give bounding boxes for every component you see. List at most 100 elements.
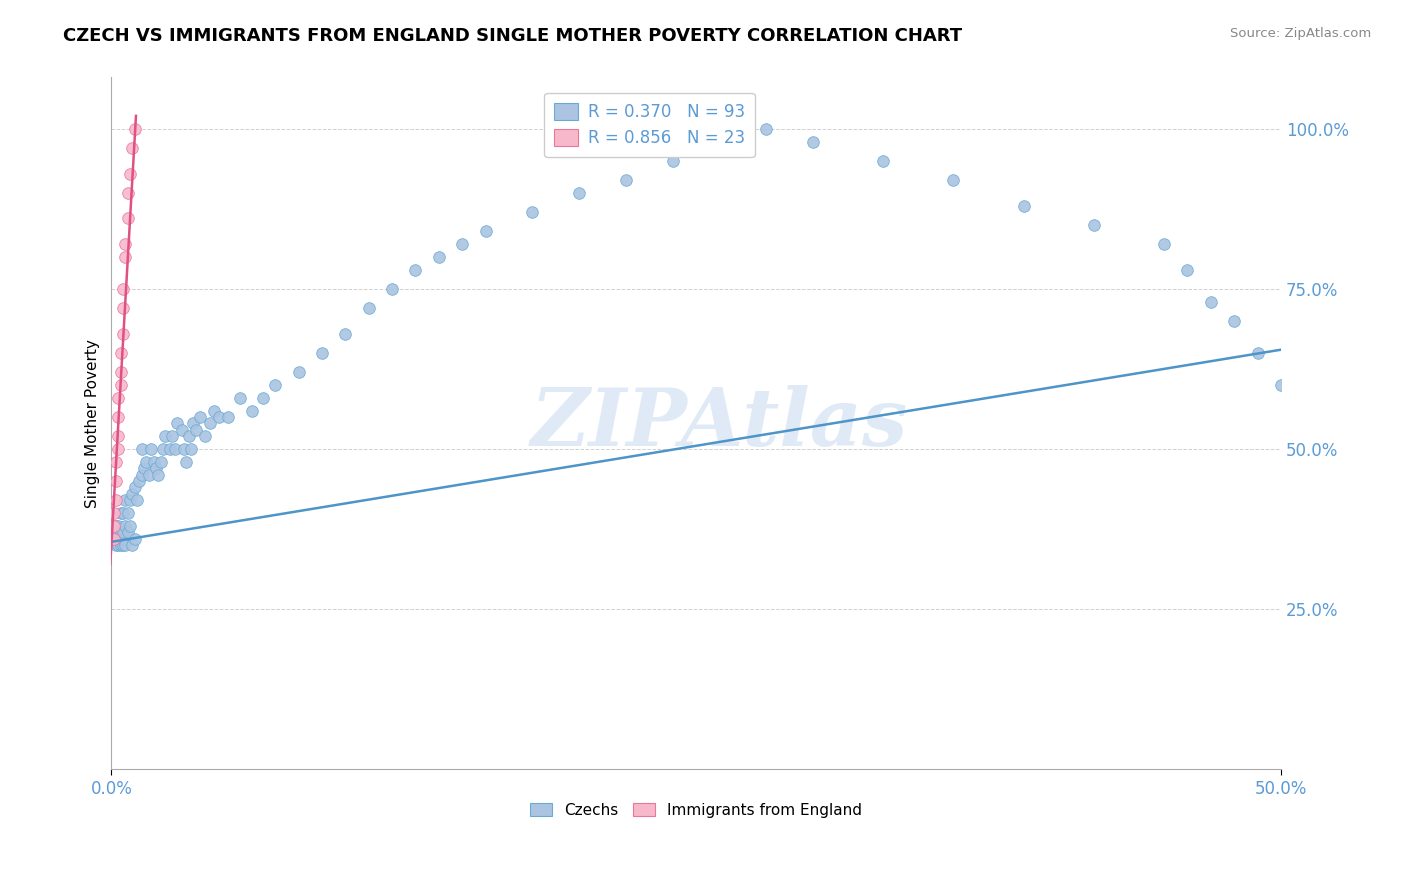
Point <box>128 474 150 488</box>
Point <box>107 519 129 533</box>
Point <box>1153 237 1175 252</box>
Point <box>311 346 333 360</box>
Point <box>173 442 195 456</box>
Point <box>208 409 231 424</box>
Point <box>103 525 125 540</box>
Point <box>112 525 135 540</box>
Point <box>112 326 135 341</box>
Point <box>1223 314 1246 328</box>
Text: CZECH VS IMMIGRANTS FROM ENGLAND SINGLE MOTHER POVERTY CORRELATION CHART: CZECH VS IMMIGRANTS FROM ENGLAND SINGLE … <box>63 27 962 45</box>
Point <box>120 519 142 533</box>
Point <box>145 461 167 475</box>
Point <box>105 455 128 469</box>
Point <box>568 186 591 200</box>
Point <box>105 538 128 552</box>
Point <box>474 224 496 238</box>
Point <box>287 365 309 379</box>
Point <box>1012 198 1035 212</box>
Point <box>112 282 135 296</box>
Point <box>105 525 128 540</box>
Point <box>131 467 153 482</box>
Point <box>120 493 142 508</box>
Point <box>121 538 143 552</box>
Point <box>103 506 125 520</box>
Point <box>357 301 380 315</box>
Point <box>252 391 274 405</box>
Point <box>103 519 125 533</box>
Point <box>801 135 824 149</box>
Point <box>110 525 132 540</box>
Point <box>240 403 263 417</box>
Point <box>155 429 177 443</box>
Point <box>117 186 139 200</box>
Point <box>149 455 172 469</box>
Point <box>264 378 287 392</box>
Point <box>152 442 174 456</box>
Point <box>110 538 132 552</box>
Point <box>124 480 146 494</box>
Point <box>124 121 146 136</box>
Point <box>160 429 183 443</box>
Point <box>114 538 136 552</box>
Point <box>107 442 129 456</box>
Point <box>127 493 149 508</box>
Point <box>163 442 186 456</box>
Point <box>1316 442 1339 456</box>
Point <box>1246 346 1268 360</box>
Point <box>117 211 139 226</box>
Point <box>198 417 221 431</box>
Point <box>335 326 357 341</box>
Point <box>177 429 200 443</box>
Point <box>114 493 136 508</box>
Point <box>112 506 135 520</box>
Point <box>662 153 685 168</box>
Point <box>105 474 128 488</box>
Point <box>427 250 450 264</box>
Point <box>614 173 637 187</box>
Point <box>114 519 136 533</box>
Point <box>131 442 153 456</box>
Point <box>872 153 894 168</box>
Point <box>110 378 132 392</box>
Point <box>110 365 132 379</box>
Text: Source: ZipAtlas.com: Source: ZipAtlas.com <box>1230 27 1371 40</box>
Point <box>117 525 139 540</box>
Point <box>103 532 125 546</box>
Point <box>180 442 202 456</box>
Point <box>107 391 129 405</box>
Point <box>181 417 204 431</box>
Point <box>522 205 544 219</box>
Point <box>174 455 197 469</box>
Y-axis label: Single Mother Poverty: Single Mother Poverty <box>86 339 100 508</box>
Point <box>1083 218 1105 232</box>
Point <box>105 519 128 533</box>
Point <box>103 532 125 546</box>
Point <box>135 455 157 469</box>
Point <box>159 442 181 456</box>
Point <box>112 301 135 315</box>
Point <box>107 409 129 424</box>
Point <box>1177 262 1199 277</box>
Point <box>1270 378 1292 392</box>
Point <box>405 262 427 277</box>
Point <box>166 417 188 431</box>
Point <box>451 237 474 252</box>
Point <box>229 391 252 405</box>
Point <box>217 409 239 424</box>
Point <box>134 461 156 475</box>
Point <box>121 487 143 501</box>
Point <box>107 525 129 540</box>
Point <box>124 532 146 546</box>
Point <box>114 237 136 252</box>
Point <box>138 467 160 482</box>
Point <box>188 409 211 424</box>
Point <box>114 250 136 264</box>
Point <box>120 167 142 181</box>
Point <box>170 423 193 437</box>
Point <box>202 403 225 417</box>
Point <box>194 429 217 443</box>
Point <box>110 506 132 520</box>
Point <box>112 532 135 546</box>
Point <box>110 532 132 546</box>
Legend: Czechs, Immigrants from England: Czechs, Immigrants from England <box>524 797 868 824</box>
